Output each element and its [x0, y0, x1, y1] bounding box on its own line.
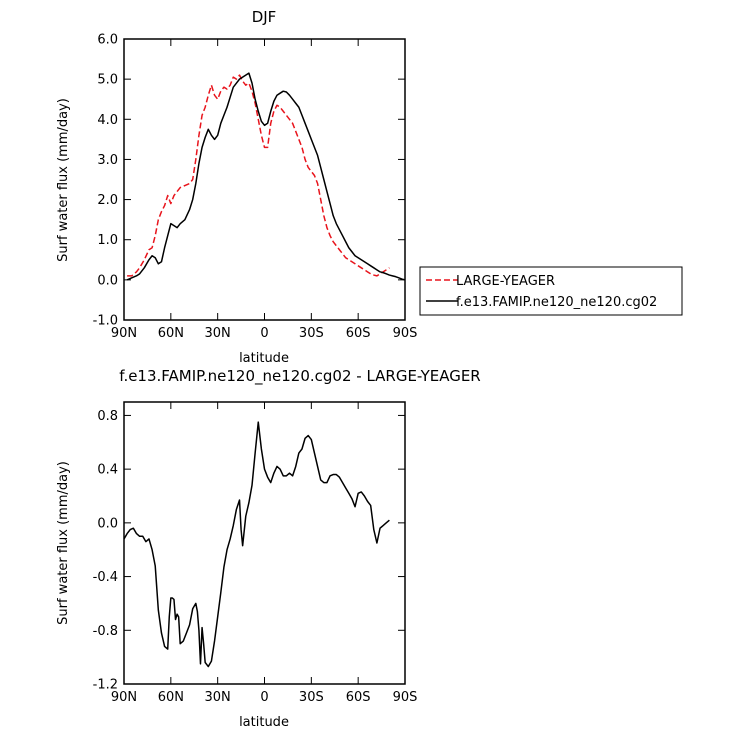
x-tick-label: 60S [346, 326, 371, 341]
x-axis-label: latitude [239, 715, 289, 730]
y-tick-label: 1.0 [97, 233, 118, 248]
y-tick-label: 0.8 [97, 409, 118, 424]
series-line-1 [127, 74, 390, 277]
plot-frame [123, 38, 406, 321]
y-tick-label: 4.0 [97, 113, 118, 128]
legend-box [419, 266, 683, 316]
series-line-2 [126, 72, 406, 281]
y-tick-label: 0.0 [97, 273, 118, 288]
x-tick-label: 60S [346, 690, 371, 705]
x-axis-label: latitude [239, 351, 289, 366]
x-tick-label: 0 [260, 690, 268, 705]
y-tick-label: -0.4 [93, 570, 118, 585]
x-tick-label: 90S [393, 326, 418, 341]
series-lines [123, 421, 390, 668]
y-tick-label: 6.0 [97, 33, 118, 48]
y-tick-label: 0.4 [97, 463, 118, 478]
x-tick-label: 90N [111, 690, 137, 705]
y-tick-label: 2.0 [97, 193, 118, 208]
y-axis-label: Surf water flux (mm/day) [56, 461, 71, 625]
chart-title: DJF [252, 8, 277, 26]
x-tick-label: 90S [393, 690, 418, 705]
y-tick-label: -1.2 [93, 678, 118, 693]
x-tick-label: 30S [299, 326, 324, 341]
y-tick-label: 3.0 [97, 153, 118, 168]
y-axis: -1.2 -0.8 -0.4 0.0 0.4 0.8 [93, 409, 405, 693]
x-axis: 90N 60N 30N 0 30S 60S 90S [111, 39, 418, 341]
series-lines [126, 72, 406, 281]
x-tick-label: 0 [260, 326, 268, 341]
y-tick-label: 5.0 [97, 73, 118, 88]
legend-label-famip: f.e13.FAMIP.ne120_ne120.cg02 [456, 295, 657, 310]
difference-chart-panel: f.e13.FAMIP.ne120_ne120.cg02 - LARGE-YEA… [56, 367, 481, 730]
x-tick-label: 60N [158, 690, 184, 705]
x-tick-label: 90N [111, 326, 137, 341]
legend-label-large-yeager: LARGE-YEAGER [456, 274, 555, 289]
x-tick-label: 30N [205, 326, 231, 341]
x-tick-label: 60N [158, 326, 184, 341]
y-tick-label: -1.0 [93, 314, 118, 329]
y-tick-label: -0.8 [93, 624, 118, 639]
plot-frame [123, 401, 406, 685]
x-tick-label: 30S [299, 690, 324, 705]
x-tick-label: 30N [205, 690, 231, 705]
djf-chart-panel: DJF -1.0 0.0 1.0 2.0 3.0 4.0 5.0 6.0 90N 60N 30N 0… [56, 8, 417, 366]
y-axis-label: Surf water flux (mm/day) [56, 98, 71, 262]
y-tick-label: 0.0 [97, 516, 118, 531]
series-line-1 [123, 421, 390, 668]
chart-title: f.e13.FAMIP.ne120_ne120.cg02 - LARGE-YEA… [119, 367, 480, 386]
y-axis: -1.0 0.0 1.0 2.0 3.0 4.0 5.0 6.0 [93, 33, 405, 329]
x-axis: 90N 60N 30N 0 30S 60S 90S [111, 402, 418, 705]
legend: LARGE-YEAGER f.e13.FAMIP.ne120_ne120.cg0… [419, 266, 683, 316]
